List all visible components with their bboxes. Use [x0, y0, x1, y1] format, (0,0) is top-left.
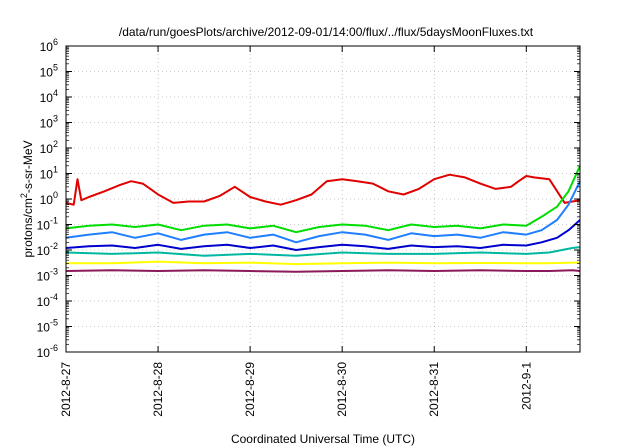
series-group	[65, 165, 581, 273]
y-axis-label-rest: -s-sr-MeV	[21, 140, 35, 193]
series-line-4	[65, 219, 581, 251]
y-tick-label: 100	[40, 190, 58, 207]
y-tick-label-base: 10	[37, 270, 51, 284]
x-tick-label: 2012-8-28	[151, 362, 165, 417]
y-tick-label: 10-6	[37, 343, 58, 360]
y-tick-label: 10-3	[37, 267, 58, 284]
y-tick-label-base: 10	[40, 91, 54, 105]
x-tick-label: 2012-8-31	[427, 362, 441, 417]
y-tick-label-exponent: 1	[53, 165, 58, 175]
y-tick-label-exponent: 2	[53, 139, 58, 149]
series-line-3	[65, 180, 581, 244]
x-tick-label: 2012-8-30	[335, 362, 349, 417]
chart-title: /data/run/goesPlots/archive/2012-09-01/1…	[119, 25, 534, 39]
y-tick-label-base: 10	[40, 168, 54, 182]
grid	[65, 45, 580, 353]
y-tick-label-exponent: -5	[50, 318, 58, 328]
y-axis-label-main: protons/cm	[21, 198, 35, 257]
y-tick-label-exponent: -6	[50, 343, 58, 353]
series-line-5	[65, 246, 581, 257]
y-tick-label-base: 10	[37, 346, 51, 360]
y-tick-label: 10-1	[37, 216, 58, 233]
y-axis-label: protons/cm2-s-sr-MeV	[19, 140, 35, 257]
y-tick-label-exponent: 3	[53, 114, 58, 124]
y-tick-label: 105	[40, 63, 58, 80]
y-tick-label-base: 10	[37, 219, 51, 233]
y-axis-label-exponent: 2	[19, 193, 29, 198]
y-tick-label: 103	[40, 114, 58, 131]
y-tick-label-exponent: 4	[53, 88, 58, 98]
y-tick-label-exponent: 0	[53, 190, 58, 200]
y-tick-label-base: 10	[40, 193, 54, 207]
y-tick-label-base: 10	[37, 321, 51, 335]
y-tick-label: 106	[40, 37, 58, 54]
y-tick-label-base: 10	[40, 117, 54, 131]
y-tick-label-base: 10	[37, 295, 51, 309]
y-tick-label: 10-5	[37, 318, 58, 335]
x-tick-label: 2012-8-29	[243, 362, 257, 417]
series-line-2	[65, 165, 581, 234]
x-axis-ticks: 2012-8-27 2012-8-28 2012-8-29 2012-8-30 2012…	[59, 46, 533, 417]
y-tick-label-base: 10	[40, 40, 54, 54]
y-tick-label-exponent: 5	[53, 63, 58, 73]
y-tick-label-exponent: -4	[50, 292, 58, 302]
y-tick-label-exponent: -3	[50, 267, 58, 277]
y-tick-label-exponent: -2	[50, 241, 58, 251]
y-axis-ticks: 10-610-510-410-310-210-11001011021031041…	[37, 37, 580, 360]
y-tick-label-exponent: 6	[53, 37, 58, 47]
y-tick-label: 10-2	[37, 241, 58, 258]
y-tick-label: 102	[40, 139, 58, 156]
series-line-6	[66, 260, 580, 266]
y-tick-label: 10-4	[37, 292, 58, 309]
series-line-1	[65, 173, 581, 206]
y-tick-label-base: 10	[37, 244, 51, 258]
y-tick-label: 101	[40, 165, 58, 182]
y-tick-label-exponent: -1	[50, 216, 58, 226]
y-tick-label-base: 10	[40, 142, 54, 156]
y-tick-label: 104	[40, 88, 58, 105]
series-line-7	[65, 269, 581, 273]
y-tick-label-base: 10	[40, 66, 54, 80]
x-axis-label: Coordinated Universal Time (UTC)	[231, 432, 415, 446]
x-tick-label: 2012-9-1	[519, 362, 533, 410]
x-tick-label: 2012-8-27	[59, 362, 73, 417]
